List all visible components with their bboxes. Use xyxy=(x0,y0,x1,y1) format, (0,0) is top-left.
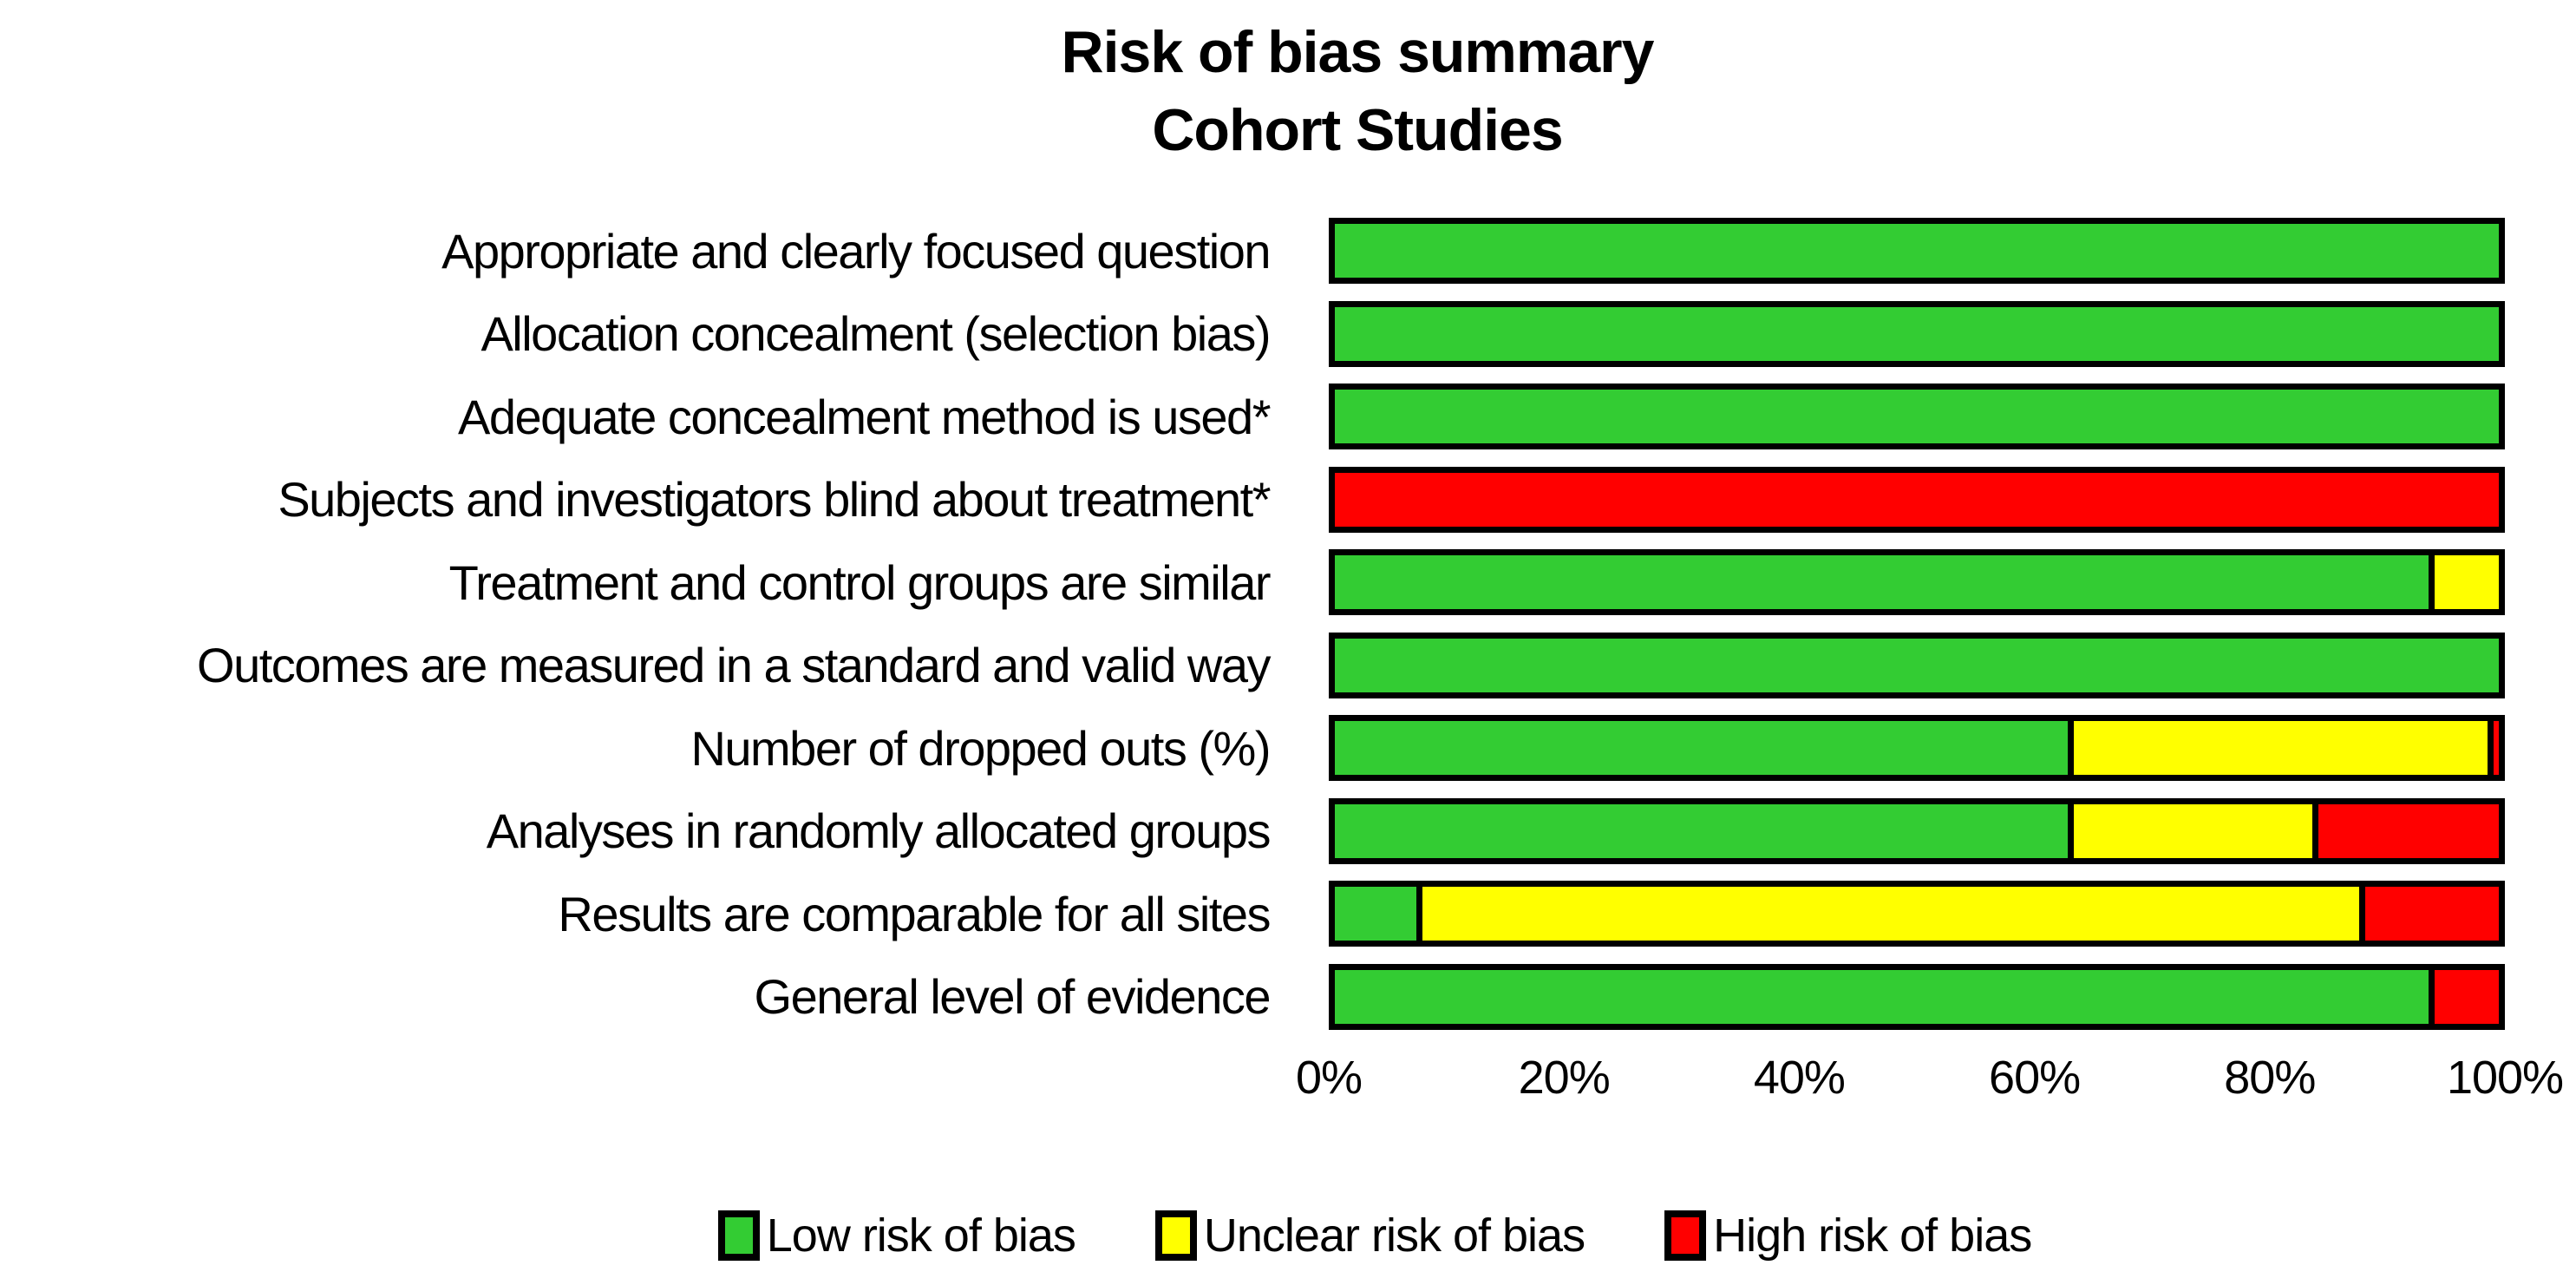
chart-legend: Low risk of bias Unclear risk of bias High… xyxy=(87,1209,2576,1262)
chart-row: General level of evidence xyxy=(0,955,2576,1039)
category-label: Allocation concealment (selection bias) xyxy=(481,306,1271,362)
bar-segment-unclear xyxy=(2429,555,2499,610)
bar-segment-low xyxy=(1335,390,2499,444)
chart-row: Outcomes are measured in a standard and … xyxy=(0,624,2576,707)
category-label: Adequate concealment method is used* xyxy=(458,389,1271,444)
bar-segment-high xyxy=(2487,721,2499,776)
x-axis: 0% 20% 40% 60% 80% 100% xyxy=(1296,1039,2564,1108)
x-axis-tick-label: 40% xyxy=(1753,1051,1846,1104)
stacked-bar xyxy=(1329,549,2505,616)
bar-segment-low xyxy=(1335,638,2499,692)
chart-row: Adequate concealment method is used* xyxy=(0,376,2576,459)
bar-segment-low xyxy=(1335,224,2499,279)
stacked-bar xyxy=(1329,963,2505,1030)
chart-row: Allocation concealment (selection bias) xyxy=(0,292,2576,376)
chart-row: Results are comparable for all sites xyxy=(0,873,2576,956)
stacked-bar xyxy=(1329,797,2505,864)
bar-segment-high xyxy=(2429,969,2499,1024)
chart-row: Treatment and control groups are similar xyxy=(0,541,2576,625)
chart-plot-area: Appropriate and clearly focused question… xyxy=(0,210,2576,1039)
category-label: Results are comparable for all sites xyxy=(558,886,1271,941)
stacked-bar xyxy=(1329,715,2505,782)
stacked-bar xyxy=(1329,384,2505,450)
chart-title-line1: Risk of bias summary xyxy=(1061,19,1655,85)
bar-segment-low xyxy=(1335,803,2069,858)
bar-segment-low xyxy=(1335,555,2429,610)
legend-item-low: Low risk of bias xyxy=(717,1209,1076,1262)
x-axis-tick-label: 100% xyxy=(2446,1051,2564,1104)
bar-segment-low xyxy=(1335,721,2069,776)
chart-row: Subjects and investigators blind about t… xyxy=(0,458,2576,541)
bar-segment-low xyxy=(1335,887,1416,941)
legend-swatch-high-icon xyxy=(1664,1210,1707,1261)
bar-segment-unclear xyxy=(1415,887,2359,941)
bar-segment-unclear xyxy=(2068,721,2488,776)
category-label: Outcomes are measured in a standard and … xyxy=(197,638,1271,693)
x-axis-tick-label: 0% xyxy=(1295,1051,1363,1104)
stacked-bar xyxy=(1329,466,2505,533)
chart-row: Number of dropped outs (%) xyxy=(0,707,2576,790)
stacked-bar xyxy=(1329,300,2505,367)
legend-label: Low risk of bias xyxy=(766,1209,1076,1262)
bar-segment-high xyxy=(2312,803,2499,858)
chart-row: Appropriate and clearly focused question xyxy=(0,210,2576,293)
x-axis-tick-label: 20% xyxy=(1518,1051,1611,1104)
legend-item-high: High risk of bias xyxy=(1664,1209,2032,1262)
legend-item-unclear: Unclear risk of bias xyxy=(1154,1209,1585,1262)
category-label: Subjects and investigators blind about t… xyxy=(278,472,1271,528)
legend-swatch-low-icon xyxy=(717,1210,760,1261)
chart-title-line2: Cohort Studies xyxy=(1152,96,1563,163)
bar-segment-low xyxy=(1335,969,2429,1024)
stacked-bar xyxy=(1329,218,2505,285)
legend-label: Unclear risk of bias xyxy=(1203,1209,1585,1262)
legend-label: High risk of bias xyxy=(1713,1209,2032,1262)
chart-title: Risk of bias summary Cohort Studies xyxy=(69,0,2576,170)
chart-row: Analyses in randomly allocated groups xyxy=(0,790,2576,873)
stacked-bar xyxy=(1329,881,2505,947)
bar-segment-low xyxy=(1335,306,2499,361)
bar-segment-unclear xyxy=(2068,803,2313,858)
category-label: Appropriate and clearly focused question xyxy=(441,223,1271,279)
category-label: Number of dropped outs (%) xyxy=(690,720,1271,776)
category-label: General level of evidence xyxy=(754,969,1272,1025)
category-label: Treatment and control groups are similar xyxy=(448,554,1272,610)
stacked-bar xyxy=(1329,632,2505,698)
bar-segment-high xyxy=(1335,472,2499,527)
category-label: Analyses in randomly allocated groups xyxy=(486,803,1272,859)
x-axis-tick-label: 80% xyxy=(2224,1051,2316,1104)
x-axis-tick-label: 60% xyxy=(1989,1051,2081,1104)
bar-segment-high xyxy=(2358,887,2499,941)
legend-swatch-unclear-icon xyxy=(1154,1210,1197,1261)
